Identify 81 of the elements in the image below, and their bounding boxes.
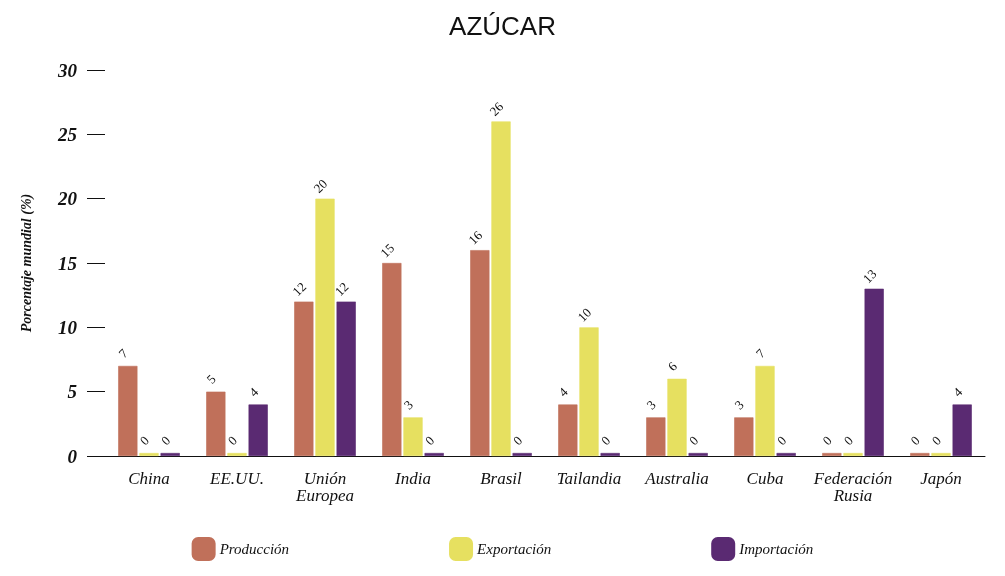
bar [734, 417, 754, 456]
legend-label: Importación [738, 541, 814, 557]
data-label: 4 [555, 383, 572, 400]
data-label: 7 [752, 345, 769, 361]
bar [470, 250, 490, 456]
x-tick-label: Tailandia [556, 469, 622, 488]
x-tick-label: Cuba [746, 469, 784, 488]
data-label: 7 [115, 345, 132, 361]
bar [512, 453, 532, 456]
data-label: 0 [773, 432, 790, 449]
bar [579, 327, 599, 456]
bar [206, 391, 226, 456]
data-label: 26 [486, 98, 507, 119]
y-tick-label: 0 [67, 445, 78, 467]
legend-label: Exportación [476, 541, 552, 557]
x-tick-label: Unión Europea [295, 469, 354, 505]
bar [600, 453, 620, 456]
data-label: 0 [224, 432, 241, 449]
bar [558, 404, 578, 456]
x-tick-label: Federación Rusia [812, 469, 893, 505]
y-tick-label: 25 [57, 123, 78, 145]
data-label: 0 [597, 432, 614, 449]
bar [139, 453, 159, 456]
bar [294, 301, 314, 456]
data-label: 12 [289, 279, 310, 299]
bar [910, 453, 930, 456]
data-label: 16 [465, 227, 486, 248]
bar [118, 365, 138, 456]
data-label: 3 [731, 397, 747, 413]
bar [931, 453, 951, 456]
data-label: 0 [819, 432, 835, 449]
bar [646, 417, 666, 456]
bar [227, 453, 247, 456]
data-label: 3 [643, 397, 659, 413]
y-tick-label: 10 [58, 316, 78, 338]
bar [315, 198, 335, 456]
bar [952, 404, 972, 456]
bar [688, 453, 708, 456]
data-label: 0 [136, 432, 153, 449]
x-tick-label: India [394, 469, 431, 488]
bar [755, 365, 775, 456]
data-label: 0 [907, 432, 923, 449]
x-tick-label: Japón [920, 469, 962, 488]
data-label: 15 [377, 240, 398, 261]
bar [424, 453, 444, 456]
bar [864, 288, 884, 456]
data-label: 13 [859, 266, 880, 287]
y-tick-label: 15 [58, 252, 78, 274]
y-tick-label: 20 [57, 188, 78, 210]
x-tick-label: Brasil [480, 469, 523, 488]
bar [776, 453, 796, 456]
data-label: 20 [310, 176, 331, 196]
bar [382, 263, 402, 456]
x-tick-label: China [128, 469, 170, 488]
data-label: 10 [574, 304, 595, 325]
data-label: 0 [421, 432, 438, 449]
y-axis-title: Porcentaje mundial (%) [18, 193, 35, 333]
bar [403, 417, 423, 456]
data-label: 12 [331, 279, 352, 299]
data-label: 0 [840, 432, 857, 449]
legend-label: Producción [218, 541, 290, 557]
y-tick-label: 30 [57, 59, 78, 81]
bar [160, 453, 180, 456]
data-label: 0 [509, 432, 526, 449]
data-label: 0 [157, 432, 174, 449]
bar [822, 453, 842, 456]
x-tick-label: EE.UU. [209, 469, 264, 488]
chart-title: AZÚCAR [449, 11, 556, 41]
data-label: 6 [664, 358, 681, 374]
data-label: 5 [203, 371, 219, 387]
bar [843, 453, 863, 456]
data-label: 0 [928, 432, 945, 449]
bar [248, 404, 268, 456]
data-label: 0 [685, 432, 702, 449]
bar [336, 301, 356, 456]
y-tick-label: 5 [67, 381, 78, 403]
data-label: 4 [245, 383, 262, 400]
data-label: 3 [400, 397, 417, 413]
x-tick-label: Australia [644, 469, 709, 488]
data-label: 4 [949, 383, 966, 400]
bar [667, 378, 687, 456]
